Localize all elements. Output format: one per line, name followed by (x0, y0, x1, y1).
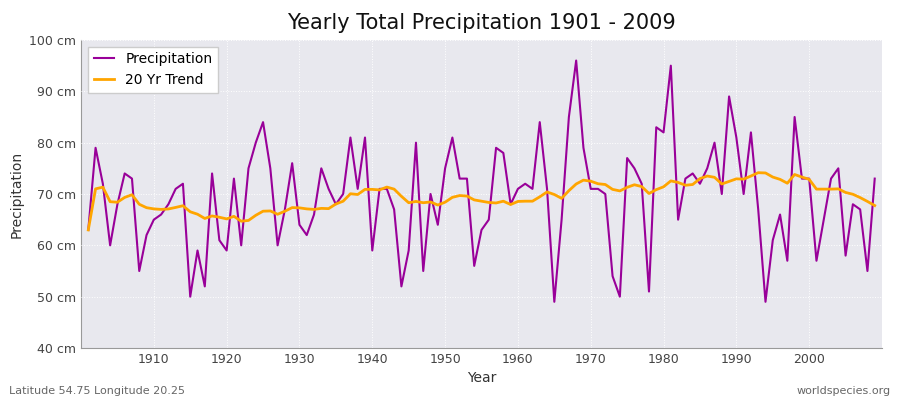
X-axis label: Year: Year (467, 372, 496, 386)
20 Yr Trend (83, 228, 94, 232)
Title: Yearly Total Precipitation 1901 - 2009: Yearly Total Precipitation 1901 - 2009 (287, 13, 676, 33)
Line: 20 Yr Trend: 20 Yr Trend (88, 173, 875, 230)
Precipitation (549, 299, 560, 304)
Precipitation (512, 186, 523, 191)
20 Yr Trend (302, 206, 312, 211)
20 Yr Trend (505, 202, 516, 207)
Y-axis label: Precipitation: Precipitation (10, 150, 23, 238)
Precipitation (141, 233, 152, 238)
Precipitation (345, 135, 356, 140)
Precipitation (505, 202, 516, 207)
Precipitation (869, 176, 880, 181)
20 Yr Trend (141, 205, 152, 210)
Line: Precipitation: Precipitation (88, 60, 875, 302)
Precipitation (615, 294, 626, 299)
20 Yr Trend (600, 182, 611, 187)
20 Yr Trend (752, 170, 763, 175)
Precipitation (302, 233, 312, 238)
20 Yr Trend (345, 191, 356, 196)
20 Yr Trend (869, 203, 880, 208)
Precipitation (83, 228, 94, 232)
Legend: Precipitation, 20 Yr Trend: Precipitation, 20 Yr Trend (88, 47, 218, 93)
Text: worldspecies.org: worldspecies.org (796, 386, 891, 396)
Precipitation (571, 58, 581, 63)
20 Yr Trend (512, 199, 523, 204)
Text: Latitude 54.75 Longitude 20.25: Latitude 54.75 Longitude 20.25 (9, 386, 185, 396)
